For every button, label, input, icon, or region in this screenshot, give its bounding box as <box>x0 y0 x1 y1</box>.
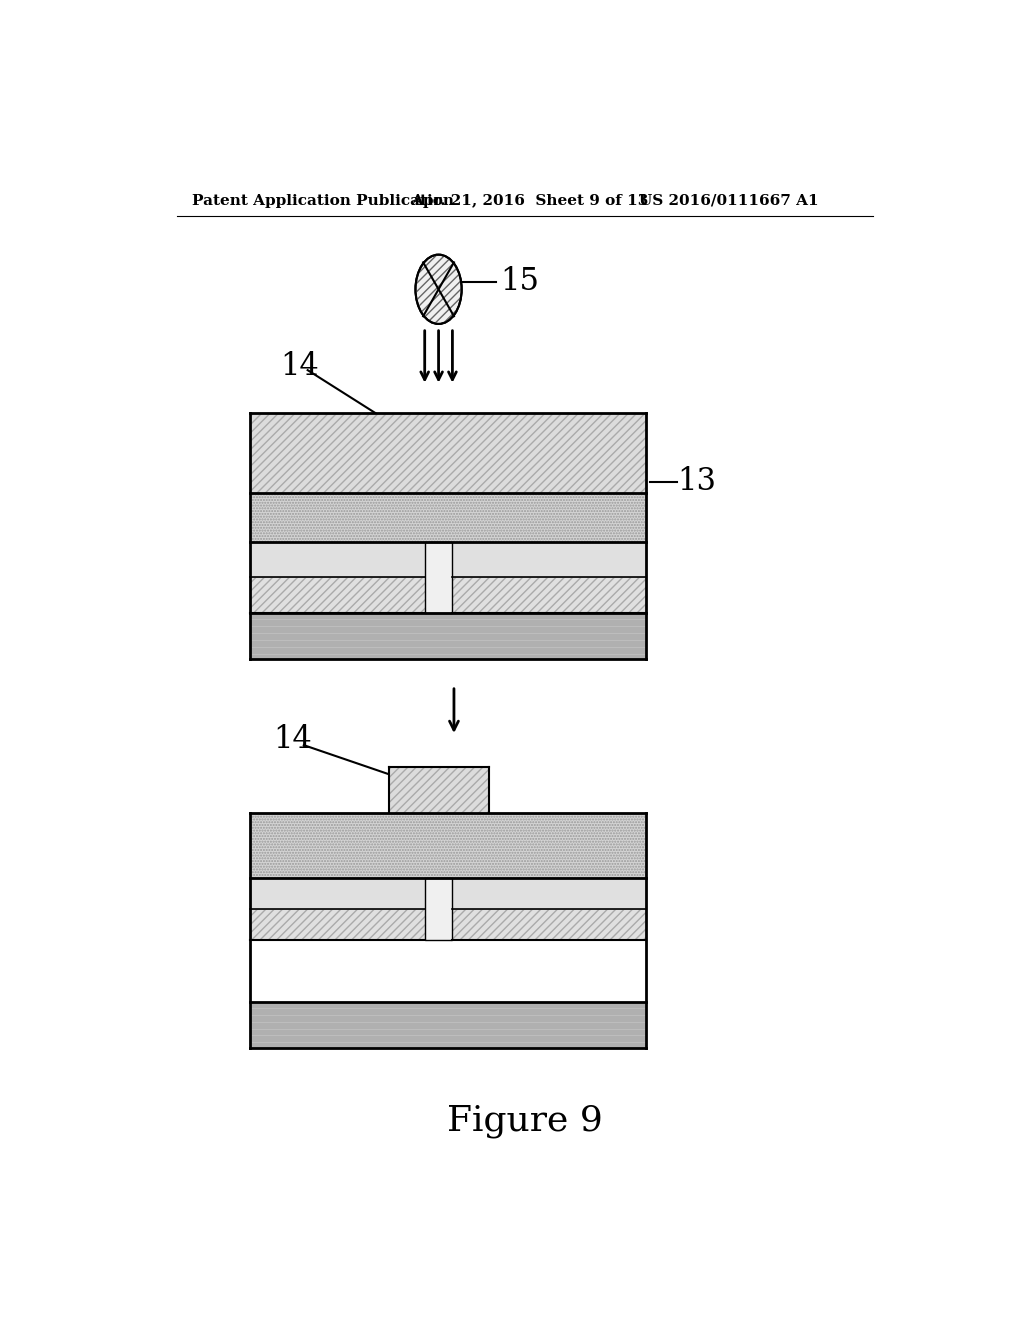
Bar <box>250 412 646 494</box>
Text: 15: 15 <box>500 267 540 297</box>
Bar <box>388 767 488 813</box>
Bar <box>250 577 425 612</box>
Bar <box>250 813 646 878</box>
Bar <box>250 878 646 909</box>
Bar <box>452 909 646 940</box>
Bar <box>250 909 425 940</box>
Bar <box>250 543 646 577</box>
Bar <box>250 1002 646 1048</box>
Bar <box>250 412 646 494</box>
Bar <box>250 577 425 612</box>
Bar <box>452 577 646 612</box>
Text: 14: 14 <box>273 725 311 755</box>
Bar <box>250 612 646 659</box>
Text: 14: 14 <box>281 351 319 381</box>
Text: Figure 9: Figure 9 <box>446 1104 603 1138</box>
Bar <box>250 494 646 541</box>
Text: Patent Application Publication: Patent Application Publication <box>193 194 455 207</box>
Bar <box>452 577 646 612</box>
Bar <box>425 878 453 940</box>
Bar <box>425 543 453 612</box>
Bar <box>250 813 646 878</box>
Text: US 2016/0111667 A1: US 2016/0111667 A1 <box>639 194 818 207</box>
Bar <box>388 767 488 813</box>
Text: 13: 13 <box>677 466 716 498</box>
Bar <box>250 494 646 541</box>
Bar <box>452 909 646 940</box>
Text: Apr. 21, 2016  Sheet 9 of 13: Apr. 21, 2016 Sheet 9 of 13 <box>412 194 649 207</box>
Bar <box>250 909 425 940</box>
Ellipse shape <box>416 255 462 323</box>
